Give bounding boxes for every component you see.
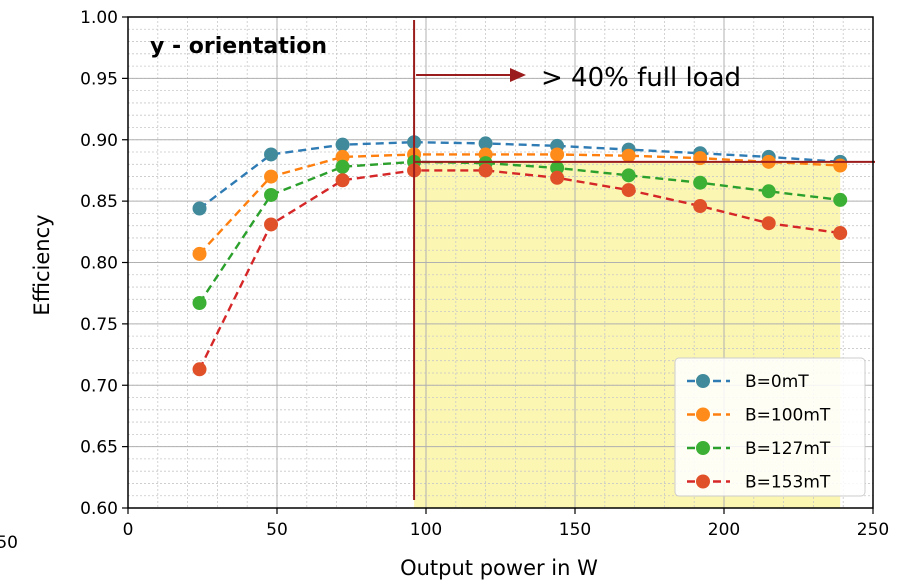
y-tick-label: 0.85 (80, 192, 118, 212)
threshold-label: > 40% full load (541, 63, 741, 93)
y-tick-label: 1.00 (80, 8, 118, 28)
data-point (192, 201, 207, 216)
y-tick-label: 0.90 (80, 131, 118, 151)
legend: B=0mT B=100mT B=127mT B=153mT (674, 357, 866, 497)
x-tick-label: 0 (123, 520, 134, 540)
data-point (478, 136, 493, 151)
data-point (192, 296, 207, 311)
data-point (693, 199, 708, 214)
legend-marker (696, 374, 710, 388)
data-point (192, 362, 207, 377)
data-point (192, 246, 207, 261)
y-tick-label: 0.70 (80, 376, 118, 396)
x-tick-label: 200 (708, 520, 740, 540)
series-lines (198, 141, 841, 370)
data-point (621, 183, 636, 198)
series-line-2 (198, 160, 841, 304)
data-point (761, 216, 776, 231)
series-points (192, 135, 848, 377)
x-tick-label: 150 (559, 520, 591, 540)
y-tick-label: 0.60 (80, 499, 118, 519)
data-point (833, 192, 848, 207)
legend-label: B=0mT (745, 372, 809, 392)
x-axis: 0 50 100 150 200 250 (123, 508, 889, 540)
legend-marker (696, 441, 710, 455)
legend-marker (696, 474, 710, 489)
y-tick-label: 0.80 (80, 254, 118, 274)
legend-label: B=100mT (745, 406, 831, 426)
data-point (264, 187, 279, 202)
data-point (335, 173, 350, 188)
data-point (761, 184, 776, 199)
x-axis-label: Output power in W (400, 556, 598, 580)
data-point (335, 137, 350, 152)
data-point (335, 159, 350, 174)
legend-marker (696, 407, 710, 422)
legend-label: B=153mT (745, 473, 831, 493)
data-point (335, 149, 350, 164)
data-point (550, 160, 565, 175)
data-point (833, 158, 848, 173)
legend-label: B=127mT (745, 439, 831, 459)
series-line-3 (198, 169, 841, 370)
data-point (693, 151, 708, 166)
data-point (550, 170, 565, 185)
data-point (550, 147, 565, 162)
x-tick-label: 100 (410, 520, 442, 540)
series-line-1 (198, 153, 841, 255)
y-axis: 0.60 0.65 0.70 0.75 0.80 0.85 0.90 0.95 1.00 (80, 8, 128, 519)
y-tick-label: 0.95 (80, 69, 118, 89)
y-tick-label: 0.75 (80, 315, 118, 335)
data-point (264, 169, 279, 184)
data-point (833, 226, 848, 241)
data-point (693, 175, 708, 190)
legend-box (674, 357, 866, 497)
y-tick-label: 0.65 (80, 438, 118, 458)
clipped-tick-label: 50 (0, 533, 18, 553)
data-point (621, 148, 636, 163)
threshold-arrow-head (510, 68, 526, 82)
x-tick-label: 250 (857, 520, 889, 540)
series-line-0 (198, 141, 841, 210)
data-point (478, 163, 493, 178)
data-point (264, 147, 279, 162)
data-point (621, 168, 636, 183)
data-point (264, 217, 279, 232)
orientation-title: y - orientation (150, 34, 327, 59)
y-axis-label: Efficiency (30, 214, 54, 315)
x-tick-label: 50 (266, 520, 288, 540)
